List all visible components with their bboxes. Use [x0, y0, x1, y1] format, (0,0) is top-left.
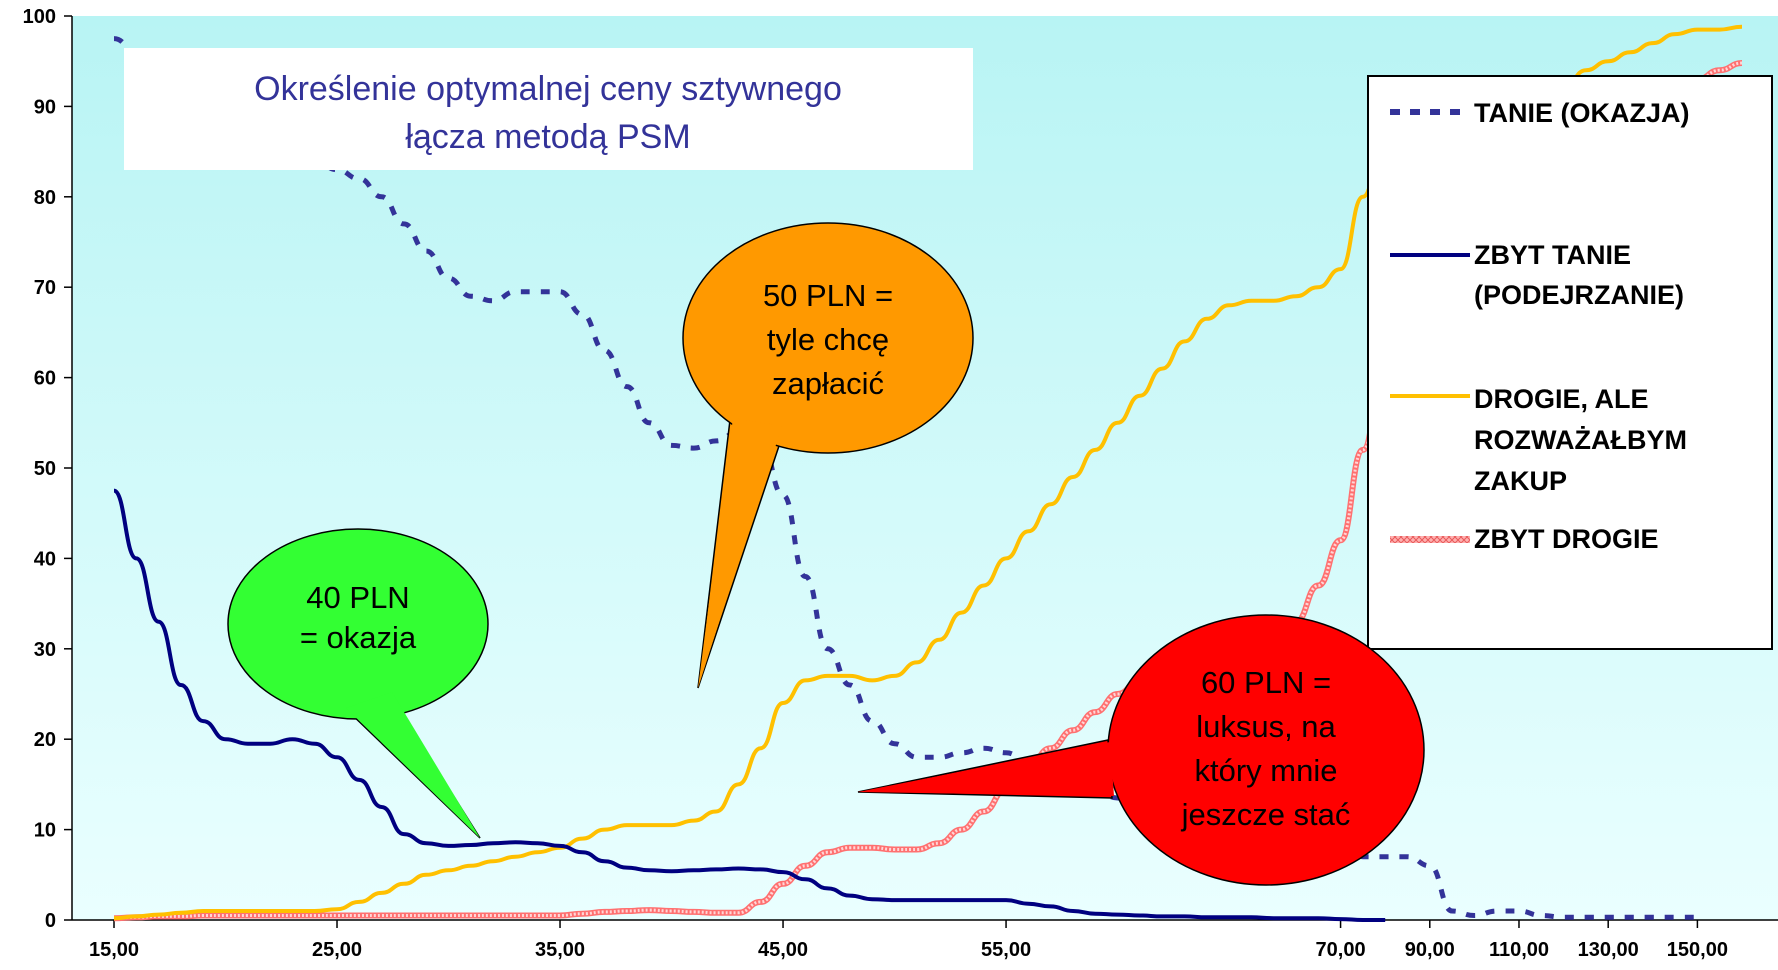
x-tick-label: 45,00 — [758, 939, 808, 961]
legend-label-tanie: TANIE (OKAZJA) — [1474, 98, 1690, 128]
x-tick-label: 15,00 — [89, 939, 139, 961]
callout-50-pln: 50 PLN = tyle chcę zapłacić — [682, 222, 974, 689]
x-tick-label: 70,00 — [1316, 939, 1366, 961]
series-line-tanie-okazja — [113, 36, 1698, 920]
y-tick-label: 0 — [45, 910, 56, 932]
callout-60-line-1: 60 PLN = — [1201, 665, 1331, 700]
y-tick-label: 10 — [34, 820, 56, 842]
y-tick-label: 50 — [34, 458, 56, 480]
legend-label-drogie-3: ZAKUP — [1474, 466, 1567, 496]
callout-50-line-1: 50 PLN = — [763, 278, 893, 313]
callout-50-line-2: tyle chcę — [767, 322, 889, 357]
x-tick-label: 150,00 — [1667, 939, 1728, 961]
callout-50-line-3: zapłacić — [772, 366, 884, 401]
callout-60-line-3: który mnie — [1195, 753, 1338, 788]
callout-60-line-4: jeszcze stać — [1181, 797, 1351, 832]
legend-label-zbyt-tanie-2: (PODEJRZANIE) — [1474, 280, 1684, 310]
x-tick-label: 25,00 — [312, 939, 362, 961]
legend-label-drogie-1: DROGIE, ALE — [1474, 384, 1649, 414]
y-tick-label: 70 — [34, 277, 56, 299]
chart-title-line-1: Określenie optymalnej ceny sztywnego — [254, 70, 842, 108]
legend-label-zbyt-tanie-1: ZBYT TANIE — [1474, 240, 1631, 270]
series-line-zbyt-tanie-podejrzanie — [112, 488, 1386, 923]
callout-40-line-2: = okazja — [300, 620, 417, 655]
legend-label-zbyt-drogie: ZBYT DROGIE — [1474, 524, 1659, 554]
y-tick-label: 30 — [34, 639, 56, 661]
callout-60-pln: 60 PLN = luksus, na który mnie jeszcze s… — [857, 614, 1425, 886]
y-tick-label: 60 — [34, 368, 56, 390]
title-box: Określenie optymalnej ceny sztywnego łąc… — [124, 48, 973, 170]
y-tick-label: 90 — [34, 96, 56, 118]
y-tick-label: 100 — [23, 6, 56, 28]
y-tick-label: 80 — [34, 187, 56, 209]
legend: TANIE (OKAZJA) ZBYT TANIE (PODEJRZANIE) … — [1367, 75, 1773, 650]
x-tick-label: 130,00 — [1578, 939, 1639, 961]
callout-40-line-1: 40 PLN — [306, 580, 409, 615]
callout-40-pln: 40 PLN = okazja — [227, 528, 489, 839]
y-tick-label: 40 — [34, 548, 56, 570]
legend-label-drogie-2: ROZWAŻAŁBYM — [1474, 425, 1687, 455]
x-tick-label: 110,00 — [1489, 939, 1549, 961]
chart-title-line-2: łącza metodą PSM — [405, 118, 690, 156]
callout-60-line-2: luksus, na — [1196, 709, 1336, 744]
legend-swatch-zbyt-drogie — [1390, 536, 1470, 543]
y-tick-label: 20 — [34, 729, 56, 751]
x-tick-label: 35,00 — [535, 939, 585, 961]
x-tick-label: 55,00 — [981, 939, 1031, 961]
x-tick-label: 90,00 — [1405, 939, 1455, 961]
axes: 0 10 20 30 40 50 60 70 80 90 100 15,00 25,00 35,00 45,… — [23, 6, 1778, 961]
